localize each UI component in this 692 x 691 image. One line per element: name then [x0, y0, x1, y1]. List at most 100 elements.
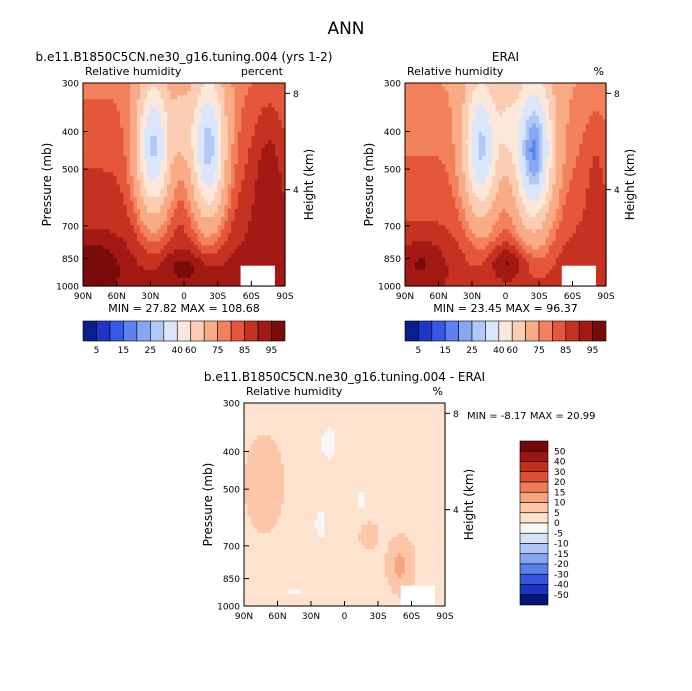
heatmap-cell	[428, 87, 433, 92]
heatmap-cell	[281, 83, 286, 88]
heatmap-cell	[204, 265, 209, 271]
heatmap-cell	[214, 221, 219, 226]
heatmap-cell	[461, 103, 466, 108]
heatmap-cell	[264, 237, 269, 242]
heatmap-cell	[428, 83, 433, 88]
heatmap-cell	[485, 87, 490, 92]
heatmap-cell	[190, 152, 195, 157]
heatmap-cell	[184, 143, 188, 149]
heatmap-cell	[146, 233, 151, 238]
heatmap-cell	[579, 139, 584, 145]
heatmap-cell	[415, 147, 419, 153]
heatmap-cell	[214, 188, 219, 194]
heatmap-cell	[170, 196, 175, 202]
heatmap-cell	[231, 160, 236, 165]
heatmap-cell	[539, 168, 543, 173]
heatmap-cell	[569, 156, 574, 161]
heatmap-cell	[539, 107, 543, 113]
heatmap-cell	[136, 103, 141, 108]
heatmap-cell	[251, 123, 256, 129]
heatmap-cell	[482, 91, 486, 96]
heatmap-cell	[268, 196, 273, 202]
heatmap-cell	[498, 139, 503, 145]
heatmap-cell	[231, 184, 236, 190]
heatmap-cell	[200, 107, 205, 113]
heatmap-cell	[261, 221, 266, 226]
heatmap-cell	[445, 83, 450, 88]
heatmap-cell	[575, 123, 580, 129]
heatmap-cell	[582, 107, 587, 113]
heatmap-cell	[123, 156, 128, 161]
heatmap-cell	[160, 164, 165, 169]
heatmap-cell	[130, 200, 135, 206]
colorbar: 5 15 25 40 60 75 85 95	[82, 320, 286, 356]
heatmap-cell	[187, 261, 192, 267]
heatmap-cell	[281, 152, 286, 157]
heatmap-cell	[234, 127, 239, 133]
heatmap-cell	[271, 123, 276, 129]
heatmap-cell	[103, 184, 108, 190]
heatmap-cell	[451, 160, 456, 165]
heatmap-cell	[150, 91, 155, 96]
heatmap-cell	[214, 115, 219, 121]
heatmap-cell	[177, 180, 182, 186]
heatmap-cell	[575, 111, 580, 117]
heatmap-cell	[599, 91, 604, 96]
heatmap-cell	[234, 135, 239, 141]
heatmap-cell	[99, 103, 104, 108]
heatmap-cell	[599, 99, 604, 104]
heatmap-cell	[518, 127, 523, 133]
heatmap-cell	[204, 123, 209, 129]
heatmap-cell	[438, 103, 443, 108]
heatmap-cell	[221, 123, 225, 129]
heatmap-cell	[274, 192, 279, 198]
heatmap-cell	[237, 147, 242, 153]
heatmap-cell	[113, 281, 118, 287]
heatmap-cell	[143, 127, 148, 133]
heatmap-cell	[146, 277, 151, 283]
heatmap-cell	[109, 245, 114, 251]
heatmap-cell	[96, 95, 101, 100]
heatmap-cell	[96, 212, 101, 218]
heatmap-cell	[455, 164, 460, 169]
heatmap-cell	[261, 184, 266, 190]
heatmap-cell	[247, 99, 252, 104]
heatmap-cell	[278, 135, 283, 141]
heatmap-cell	[167, 229, 172, 234]
heatmap-cell	[421, 91, 426, 96]
heatmap-cell	[448, 156, 453, 161]
heatmap-cell	[572, 111, 577, 117]
heatmap-cell	[441, 147, 446, 153]
heatmap-cell	[415, 156, 419, 161]
heatmap-cell	[130, 265, 135, 271]
heatmap-cell	[482, 168, 486, 173]
heatmap-cell	[458, 143, 463, 149]
heatmap-cell	[495, 143, 500, 149]
heatmap-cell	[116, 261, 121, 267]
heatmap-cell	[177, 160, 182, 165]
heatmap-cell	[187, 253, 192, 259]
heatmap-cell	[271, 204, 276, 210]
heatmap-cell	[130, 143, 135, 149]
heatmap-cell	[200, 147, 205, 153]
stats-label: MIN = 27.82 MAX = 108.68	[108, 302, 259, 315]
heatmap-cell	[582, 147, 587, 153]
heatmap-cell	[451, 135, 456, 141]
heatmap-cell	[160, 216, 165, 222]
heatmap-cell	[177, 107, 182, 113]
heatmap-cell	[528, 87, 533, 92]
heatmap-cell	[96, 200, 101, 206]
heatmap-cell	[559, 139, 564, 145]
heatmap-cell	[83, 192, 87, 198]
heatmap-cell	[99, 277, 104, 283]
heatmap-cell	[251, 83, 256, 88]
heatmap-cell	[532, 115, 537, 121]
heatmap-cell	[86, 123, 91, 129]
heatmap-cell	[167, 261, 172, 267]
heatmap-cell	[579, 107, 584, 113]
heatmap-cell	[251, 261, 256, 267]
heatmap-cell	[143, 176, 148, 182]
heatmap-cell	[86, 225, 91, 230]
heatmap-cell	[234, 147, 239, 153]
heatmap-cell	[425, 143, 430, 149]
